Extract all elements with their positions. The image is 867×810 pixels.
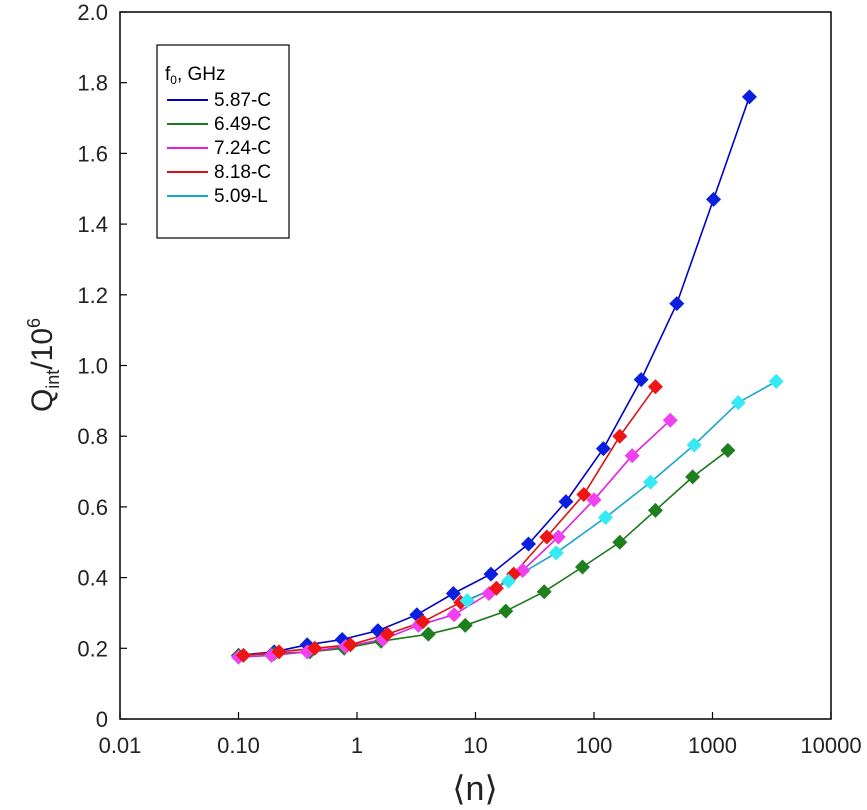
y-tick-label: 1.2 — [77, 283, 108, 308]
data-point-8.18-C — [415, 614, 431, 630]
data-point-6.49-C — [685, 469, 701, 485]
data-point-8.18-C — [576, 487, 592, 503]
data-point-8.18-C — [235, 647, 251, 663]
series-markers — [231, 89, 784, 665]
data-point-8.18-C — [539, 529, 555, 545]
legend-label: 7.24-C — [214, 138, 271, 159]
legend-label: 5.09-L — [214, 186, 268, 207]
x-axis-title: ⟨n⟩ — [452, 770, 497, 808]
data-point-8.18-C — [307, 640, 323, 656]
data-point-5.09-L — [459, 593, 475, 609]
legend-label: 8.18-C — [214, 162, 271, 183]
data-point-6.49-C — [575, 559, 591, 575]
y-tick-label: 0.4 — [77, 566, 108, 591]
data-point-7.24-C — [550, 529, 566, 545]
y-tick-label: 1.0 — [77, 354, 108, 379]
data-point-6.49-C — [720, 442, 736, 458]
legend-box — [156, 44, 290, 239]
data-point-5.87-C — [669, 296, 685, 312]
data-point-5.87-C — [520, 536, 536, 552]
data-point-5.09-L — [768, 373, 784, 389]
data-point-5.09-L — [548, 545, 564, 561]
data-point-5.87-C — [483, 566, 499, 582]
x-axis: 0.01 0.10 1 10 100 1000 10000 — [99, 712, 862, 758]
data-point-6.49-C — [536, 584, 552, 600]
data-point-8.18-C — [271, 644, 287, 660]
y-tick-label: 1.6 — [77, 141, 108, 166]
legend-label: 6.49-C — [214, 114, 271, 135]
x-tick-label: 10 — [463, 733, 487, 758]
y-tick-label: 0.8 — [77, 424, 108, 449]
y-tick-label: 0.6 — [77, 495, 108, 520]
data-point-7.24-C — [662, 412, 678, 428]
data-point-5.09-L — [597, 510, 613, 526]
legend-items: 5.87-C 6.49-C 7.24-C 8.18-C 5.09-L — [167, 90, 271, 207]
x-tick-label: 0.01 — [99, 733, 142, 758]
data-point-5.87-C — [445, 586, 461, 602]
x-tick-label: 1 — [351, 733, 363, 758]
data-point-6.49-C — [498, 603, 514, 619]
y-tick-label: 1.4 — [77, 212, 108, 237]
data-point-7.24-C — [624, 448, 640, 464]
data-point-7.24-C — [446, 607, 462, 623]
data-point-6.49-C — [457, 617, 473, 633]
data-point-6.49-C — [647, 502, 663, 518]
x-tick-label: 1000 — [688, 733, 737, 758]
x-tick-label: 10000 — [800, 733, 861, 758]
data-point-8.18-C — [342, 637, 358, 653]
y-tick-label: 1.8 — [77, 71, 108, 96]
data-point-6.49-C — [420, 626, 436, 642]
y-axis-title: Qint/106 — [24, 318, 63, 412]
legend: f0, GHz 5.87-C 6.49-C 7.24-C 8.18-C 5.09-L — [156, 44, 290, 239]
y-tick-label: 2.0 — [77, 0, 108, 25]
data-point-8.18-C — [647, 379, 663, 395]
data-point-5.87-C — [741, 89, 757, 105]
data-point-5.87-C — [706, 191, 722, 207]
data-point-5.87-C — [633, 372, 649, 388]
data-point-5.87-C — [595, 441, 611, 457]
data-point-8.18-C — [612, 428, 628, 444]
y-axis: 0 0.2 0.4 0.6 0.8 1.0 1.2 1.4 1.6 1.8 2.0 — [77, 0, 127, 732]
data-point-5.87-C — [558, 494, 574, 510]
data-point-5.09-L — [501, 573, 517, 589]
data-point-5.09-L — [686, 437, 702, 453]
data-point-5.09-L — [643, 474, 659, 490]
data-point-6.49-C — [612, 534, 628, 550]
x-tick-label: 0.10 — [217, 733, 260, 758]
y-tick-label: 0 — [96, 707, 108, 732]
data-point-8.18-C — [488, 580, 504, 596]
x-tick-label: 100 — [576, 733, 613, 758]
y-tick-label: 0.2 — [77, 636, 108, 661]
data-point-5.09-L — [730, 395, 746, 411]
legend-title: f0, GHz — [165, 64, 226, 87]
data-point-7.24-C — [586, 492, 602, 508]
data-point-8.18-C — [379, 626, 395, 642]
legend-label: 5.87-C — [214, 90, 271, 111]
